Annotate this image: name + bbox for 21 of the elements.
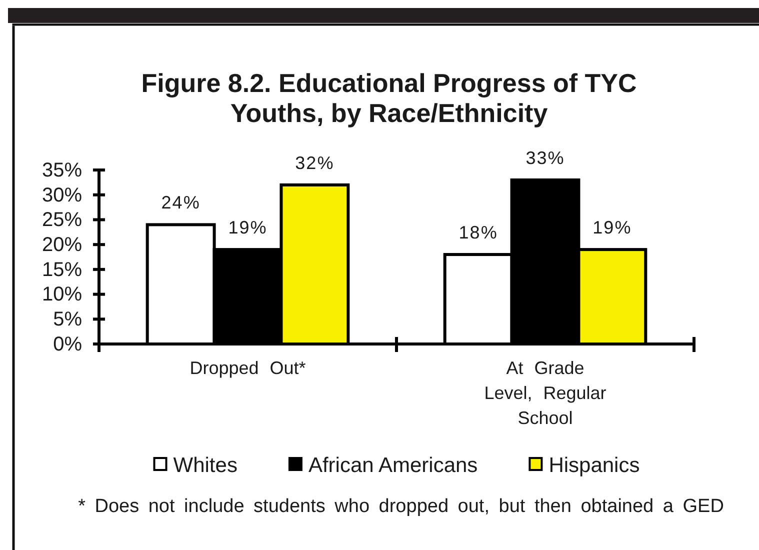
y-tick-label: 30%: [42, 184, 82, 206]
legend-label: Whites: [173, 454, 238, 477]
legend-label: Hispanics: [548, 454, 640, 477]
y-tick-label: 35%: [42, 159, 82, 182]
x-tick-label: At Grade Level, Regular School: [484, 358, 606, 428]
data-label: 19%: [228, 218, 268, 238]
data-label: 19%: [592, 218, 632, 238]
y-tick-label: 10%: [42, 284, 82, 306]
y-tick-label: 0%: [53, 333, 82, 356]
data-label: 32%: [295, 152, 334, 173]
legend-label: African Americans: [308, 454, 478, 477]
y-tick-label: 5%: [53, 308, 82, 331]
x-tick-label: Dropped Out*: [190, 358, 306, 378]
data-label: 24%: [161, 192, 200, 213]
text: * Does not include students who dropped out, but then obtained a GED: [78, 496, 724, 517]
chart-title: Figure 8.2. Educational Progress of TYC Youths, by Race/Ethnicity: [141, 68, 637, 128]
y-tick-label: 25%: [42, 209, 82, 232]
y-tick-label: 15%: [42, 258, 82, 281]
y-tick-label: 20%: [42, 234, 82, 256]
data-label: 33%: [526, 148, 565, 168]
data-label: 18%: [458, 222, 498, 243]
